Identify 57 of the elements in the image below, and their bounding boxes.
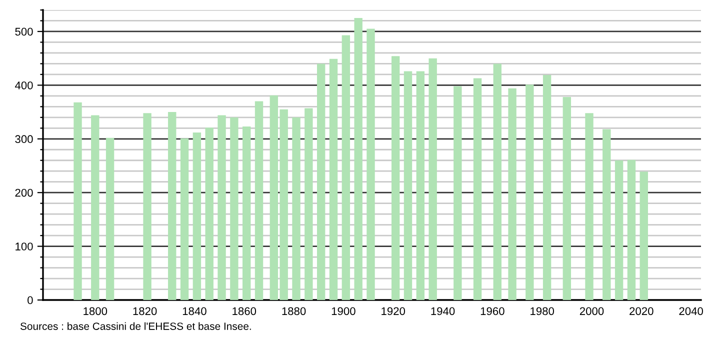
bar xyxy=(205,128,214,300)
bar xyxy=(192,132,202,300)
x-tick-label: 1940 xyxy=(431,307,455,316)
source-note: Sources : base Cassini de l'EHESS et base Insee. xyxy=(20,322,251,330)
bar xyxy=(91,115,100,300)
x-tick-label: 2040 xyxy=(679,307,703,316)
bar xyxy=(304,108,313,300)
bar xyxy=(106,138,114,300)
bar xyxy=(143,113,152,300)
x-tick-label: 1880 xyxy=(282,307,306,316)
bar xyxy=(354,18,362,300)
x-tick-label: 2000 xyxy=(580,307,604,316)
bar xyxy=(180,138,189,300)
bar xyxy=(270,95,278,300)
bar xyxy=(404,71,412,300)
y-tick-label: 0 xyxy=(28,296,33,304)
bar xyxy=(230,117,238,300)
x-tick-label: 1900 xyxy=(332,307,356,316)
bar xyxy=(329,58,338,300)
y-tick-label: 100 xyxy=(16,242,33,250)
bar xyxy=(627,160,636,300)
bar xyxy=(428,58,437,300)
y-tick-label: 300 xyxy=(15,135,33,144)
bar xyxy=(542,74,552,300)
bar xyxy=(416,71,425,300)
bar xyxy=(254,101,264,300)
bar xyxy=(242,126,251,300)
bar xyxy=(562,97,572,300)
bar xyxy=(640,172,648,300)
x-tick-label: 1800 xyxy=(84,307,108,316)
bar xyxy=(585,113,594,300)
bar xyxy=(391,56,400,300)
x-tick-label: 1820 xyxy=(133,307,157,316)
bar xyxy=(454,86,462,300)
bar xyxy=(526,84,534,300)
x-tick-label: 1980 xyxy=(530,307,554,316)
bar xyxy=(74,102,82,300)
bar xyxy=(218,115,226,300)
bar xyxy=(280,109,288,300)
bar xyxy=(614,160,624,300)
bar xyxy=(342,35,350,300)
y-tick-label: 200 xyxy=(15,188,33,197)
bar xyxy=(493,64,502,300)
x-tick-label: 1920 xyxy=(382,307,406,316)
bar xyxy=(292,117,300,300)
y-tick-label: 500 xyxy=(15,28,33,36)
bar xyxy=(168,112,176,300)
bar xyxy=(602,129,611,300)
bar xyxy=(473,78,482,300)
bar xyxy=(366,28,375,300)
bar xyxy=(508,88,516,300)
x-tick-label: 1840 xyxy=(182,307,206,316)
y-tick-label: 400 xyxy=(14,81,33,90)
x-tick-label: 2020 xyxy=(630,307,654,316)
x-tick-label: 1960 xyxy=(480,307,504,316)
x-tick-label: 1860 xyxy=(232,307,256,316)
bar xyxy=(317,64,326,300)
